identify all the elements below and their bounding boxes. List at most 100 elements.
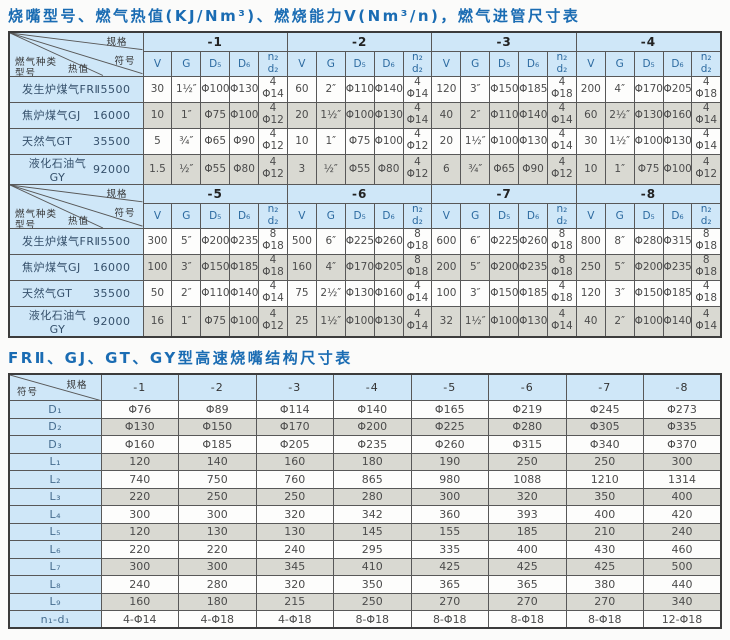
spec-value-cell: Φ315 [662, 227, 693, 255]
dimension-value-cell: 130 [178, 522, 257, 541]
spec-value-cell: 4 Φ14 [402, 75, 433, 103]
gas-name: 发生炉煤气FRⅡ [22, 235, 101, 248]
spec-value-cell: 6″ [315, 227, 346, 255]
spec-value-cell: 160 [286, 253, 317, 281]
spec-value-cell: 1½″ [171, 75, 202, 103]
dimension-value-cell: Φ273 [643, 400, 722, 419]
spec-value-cell: Φ100 [633, 305, 664, 337]
spec-value-cell: 1″ [604, 153, 635, 185]
subheader-cell: V [431, 202, 462, 229]
spec-value-cell: Φ280 [633, 227, 664, 255]
size-column-header: -1 [100, 373, 179, 401]
gas-name: 天然气GT [22, 135, 73, 148]
dimension-value-cell: 320 [255, 575, 334, 594]
gas-name: 焦炉煤气GJ [22, 109, 81, 122]
table1-title: 烧嘴型号、燃气热值(KJ/Nm³)、燃烧能力V(Nm³/n)，燃气进管尺寸表 [8, 7, 581, 25]
dimension-symbol: L₈ [8, 575, 102, 594]
spec-column-header: -3 [431, 31, 577, 52]
spec-value-cell: Φ100 [489, 127, 520, 155]
dimension-value-cell: Φ130 [100, 417, 179, 436]
subheader-cell: G [604, 50, 635, 77]
dimension-value-cell: Φ76 [100, 400, 179, 419]
subheader-cell: G [315, 202, 346, 229]
spec-value-cell: Φ65 [489, 153, 520, 185]
dimension-row: D₂ Φ130 Φ150 Φ170 Φ200 Φ225 Φ280 Φ305 Φ335 [8, 417, 722, 436]
spec-value-cell: ¾″ [460, 153, 491, 185]
spec-value-cell: 40 [431, 101, 462, 129]
gas-data-row: 液化石油气GY 92000 1.5 ½″ Φ55 Φ80 4 Φ12 3 ½″ Φ55 Φ80 4 Φ… [8, 153, 722, 185]
dimension-value-cell: Φ170 [255, 417, 334, 436]
dimension-symbol: L₆ [8, 540, 102, 559]
gas-data-row: 发生炉煤气FRⅡ 5500 30 1½″ Φ100 Φ130 4 Φ14 60 2″ Φ110 Φ1… [8, 75, 722, 103]
spec-value-cell: 6″ [460, 227, 491, 255]
subheader-cell: G [315, 50, 346, 77]
subheader-cell: D₅ [344, 202, 375, 229]
spec-value-cell: 2½″ [604, 101, 635, 129]
spec-value-cell: 100 [431, 279, 462, 307]
spec-value-cell: Φ75 [344, 127, 375, 155]
dimension-symbol: D₃ [8, 435, 102, 454]
dimension-value-cell: 120 [100, 522, 179, 541]
gas-row-label: 发生炉煤气FRⅡ 5500 [8, 227, 144, 255]
dimension-value-cell: 425 [488, 557, 567, 576]
subheader-cell: D₅ [344, 50, 375, 77]
subheader-cell: n₂ d₂ [691, 50, 722, 77]
corner-model-label: 型号 [15, 68, 37, 76]
spec-value-cell: Φ110 [489, 101, 520, 129]
dimension-row: D₁ Φ76 Φ89 Φ114 Φ140 Φ165 Φ219 Φ245 Φ273 [8, 400, 722, 419]
spec-value-cell: Φ100 [229, 305, 260, 337]
dimension-value-cell: Φ140 [333, 400, 412, 419]
spec-value-cell: Φ205 [373, 253, 404, 281]
spec-value-cell: 4 Φ12 [402, 153, 433, 185]
dimension-value-cell: Φ340 [565, 435, 644, 454]
spec-column-header: -7 [431, 183, 577, 204]
spec-value-cell: Φ100 [344, 305, 375, 337]
dimension-value-cell: 300 [100, 557, 179, 576]
subheader-cell: D₆ [229, 202, 260, 229]
dimension-symbol: L₅ [8, 522, 102, 541]
spec-value-cell: Φ185 [518, 75, 548, 103]
dimension-value-cell: 250 [255, 487, 334, 506]
subheader-cell: n₂ d₂ [546, 202, 577, 229]
subheader-cell: V [142, 50, 173, 77]
spec-value-cell: Φ235 [518, 253, 548, 281]
spec-value-cell: 50 [142, 279, 173, 307]
spec-value-cell: Φ260 [373, 227, 404, 255]
spec-value-cell: 4 Φ14 [546, 127, 577, 155]
dimension-value-cell: 365 [410, 575, 489, 594]
spec-value-cell: 75 [286, 279, 317, 307]
spec-value-cell: 4 Φ14 [691, 127, 722, 155]
dimension-value-cell: 425 [410, 557, 489, 576]
dimension-value-cell: 410 [333, 557, 412, 576]
spec-value-cell: 8 Φ18 [402, 227, 433, 255]
spec-value-cell: 1½″ [604, 127, 635, 155]
spec-value-cell: Φ200 [489, 253, 520, 281]
spec-value-cell: Φ170 [633, 75, 664, 103]
dimension-row: n₁-d₁ 4-Φ14 4-Φ18 4-Φ18 8-Φ18 8-Φ18 8-Φ18 8-Φ18… [8, 610, 722, 629]
spec-value-cell: Φ80 [373, 153, 404, 185]
spec-value-cell: 1″ [315, 127, 346, 155]
structure-size-table-body: 规格 符号 -1 -2 -3 -4 -5 -6 -7 -8 D₁ Φ76 Φ89 Φ114 Φ140 Φ165… [8, 373, 722, 629]
dimension-value-cell: 250 [178, 487, 257, 506]
dimension-value-cell: 300 [410, 487, 489, 506]
subheader-cell: D₅ [633, 202, 664, 229]
dimension-row: L₆ 220 220 240 295 335 400 430 460 [8, 540, 722, 559]
size-column-header: -6 [488, 373, 567, 401]
subheader-cell: n₂ d₂ [258, 50, 288, 77]
spec-value-cell: 8 Φ18 [691, 253, 722, 281]
corner-spec-label: 规格 [106, 37, 128, 48]
spec-value-cell: 30 [142, 75, 173, 103]
gas-data-row: 液化石油气GY 92000 16 1″ Φ75 Φ100 4 Φ12 25 1½″ Φ100 Φ13… [8, 305, 722, 337]
spec-value-cell: 4 Φ18 [691, 75, 722, 103]
dimension-value-cell: 345 [255, 557, 334, 576]
corner-symbol-label: 符号 [114, 56, 136, 67]
corner-spec-label-2: 规格 [66, 379, 88, 391]
corner-header-cell: 规格 符号 燃气种类 型号 热值 [8, 31, 144, 77]
subheader-cell: V [286, 202, 317, 229]
spec-value-cell: 120 [431, 75, 462, 103]
spec-value-cell: 4 Φ18 [546, 279, 577, 307]
dimension-value-cell: 8-Φ18 [410, 610, 489, 629]
spec-value-cell: 4 Φ14 [691, 305, 722, 337]
spec-value-cell: 4 Φ18 [258, 253, 288, 281]
subheader-cell: n₂ d₂ [691, 202, 722, 229]
